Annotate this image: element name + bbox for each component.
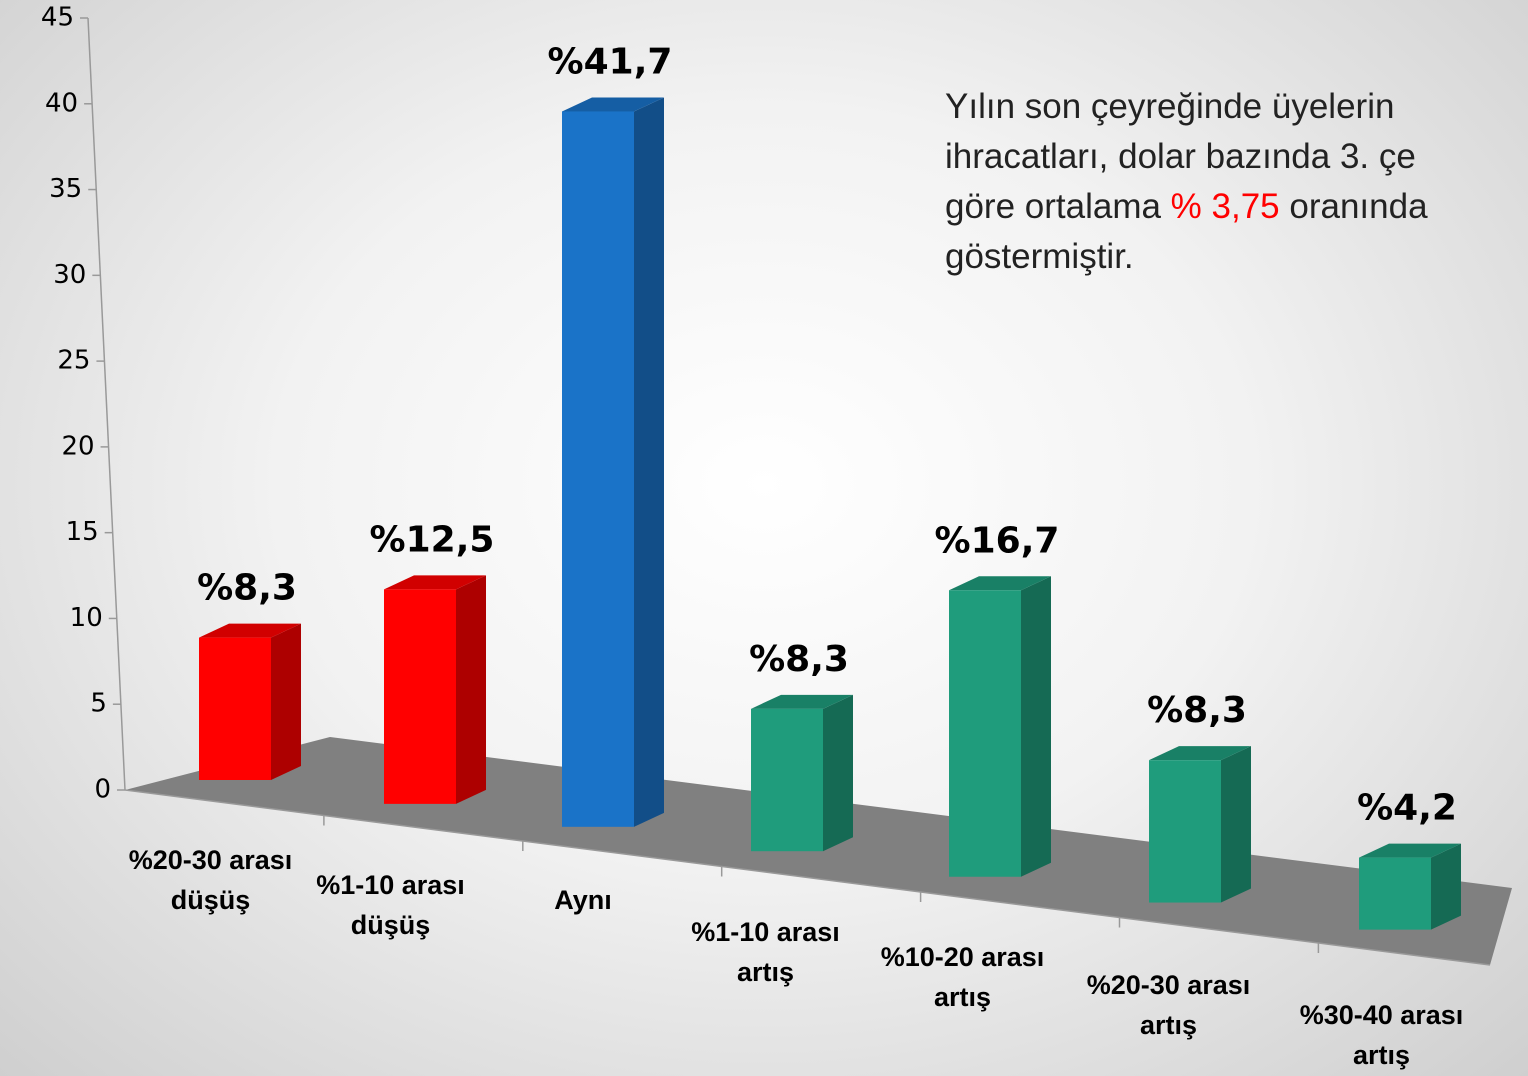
y-tick-label: 5 [90,689,107,719]
x-tick-label: %1-10 arası artış [691,917,840,987]
annotation-line: Yılın son çeyreğinde üyelerin [945,87,1395,126]
bar-side [456,575,486,804]
bar-top [751,694,853,709]
y-tick-label: 30 [53,260,86,290]
value-label: %41,7 [548,41,673,82]
y-tick-label: 0 [94,775,111,805]
bar-side [1431,843,1461,930]
value-label: %8,3 [749,639,849,680]
annotation-line: göre ortalama % 3,75 oranında [945,182,1528,232]
x-tick-label: %1-10 arası düşüş [316,870,465,940]
bar [1149,760,1221,903]
x-tick-label: %10-20 arası artış [880,942,1045,1012]
bar-top [199,623,301,638]
bar [751,708,823,852]
y-tick-label: 35 [49,174,82,204]
value-label: %16,7 [935,520,1060,561]
bar-top [1359,843,1461,858]
y-axis [87,17,126,791]
annotation-line: göstermiştir. [945,237,1134,276]
bar-top [949,576,1051,591]
annotation-text: oranında [1279,187,1428,226]
bar-top [384,575,486,590]
x-axis [124,789,1491,966]
bar-side [1021,576,1051,877]
bar [384,589,456,804]
x-tick-label: Aynı [554,885,612,915]
annotation-text: göre ortalama [945,187,1171,226]
bar-top [562,97,664,112]
y-tick-label: 25 [57,346,90,376]
annotation-line: ihracatları, dolar bazında 3. çe [945,137,1416,176]
bar [199,637,271,780]
annotation: Yılın son çeyreğinde üyelerin ihracatlar… [945,82,1528,282]
value-label: %12,5 [370,519,495,560]
y-tick-label: 20 [61,431,94,461]
y-tick-label: 40 [45,88,78,118]
bar [1359,857,1431,930]
bar [562,111,634,827]
y-tick-label: 45 [41,3,74,33]
bar-side [634,97,664,827]
bar [949,590,1021,877]
x-tick-label: %20-30 arası artış [1086,970,1251,1040]
bar-side [271,623,301,780]
x-tick-label: %20-30 arası düşüş [128,845,293,915]
annotation-highlight: % 3,75 [1170,187,1280,226]
bar-top [1149,746,1251,761]
bar-side [1221,746,1251,903]
value-label: %4,2 [1357,788,1457,829]
bar-side [823,694,853,852]
value-label: %8,3 [1147,690,1247,731]
y-tick-label: 10 [70,603,103,633]
value-label: %8,3 [197,568,297,609]
x-tick-label: %30-40 arası artış [1299,1000,1464,1070]
y-tick-label: 15 [66,517,99,547]
